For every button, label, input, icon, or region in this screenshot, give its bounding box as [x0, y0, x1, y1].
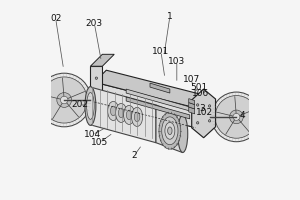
Polygon shape: [189, 103, 195, 109]
Ellipse shape: [230, 110, 243, 124]
Polygon shape: [150, 83, 170, 93]
Ellipse shape: [215, 96, 258, 138]
Ellipse shape: [60, 96, 68, 104]
Text: 104: 104: [84, 130, 101, 139]
Ellipse shape: [118, 108, 124, 118]
Text: 203: 203: [86, 19, 103, 28]
Ellipse shape: [95, 99, 98, 101]
Text: 02: 02: [50, 14, 61, 23]
Ellipse shape: [108, 101, 119, 120]
Text: 1: 1: [167, 12, 173, 21]
Ellipse shape: [162, 117, 178, 145]
Text: 103: 103: [168, 57, 185, 66]
Ellipse shape: [124, 105, 135, 124]
Ellipse shape: [131, 107, 143, 126]
Polygon shape: [90, 54, 114, 66]
Ellipse shape: [87, 93, 94, 119]
Polygon shape: [94, 82, 196, 128]
Ellipse shape: [110, 106, 116, 116]
Text: 106: 106: [192, 89, 209, 98]
Ellipse shape: [134, 112, 140, 122]
Text: 202: 202: [71, 100, 88, 109]
Polygon shape: [90, 66, 102, 108]
Ellipse shape: [41, 77, 87, 123]
Ellipse shape: [168, 127, 172, 135]
Text: 101: 101: [152, 47, 170, 56]
Polygon shape: [189, 99, 195, 105]
Ellipse shape: [165, 122, 175, 139]
Ellipse shape: [178, 115, 188, 152]
Polygon shape: [189, 107, 195, 114]
Ellipse shape: [196, 104, 199, 106]
Ellipse shape: [196, 122, 199, 124]
Ellipse shape: [126, 110, 132, 120]
Ellipse shape: [116, 103, 127, 122]
Text: 4: 4: [239, 111, 245, 120]
Text: 107: 107: [183, 75, 200, 84]
Ellipse shape: [208, 120, 211, 122]
Ellipse shape: [85, 87, 96, 125]
Polygon shape: [126, 89, 190, 111]
Text: 3: 3: [200, 104, 206, 113]
Polygon shape: [156, 105, 183, 153]
Ellipse shape: [233, 113, 240, 120]
Polygon shape: [94, 70, 208, 108]
Polygon shape: [192, 89, 215, 138]
Text: 102: 102: [196, 108, 213, 117]
Ellipse shape: [208, 105, 211, 107]
Ellipse shape: [38, 73, 91, 127]
Text: 501: 501: [190, 83, 207, 92]
Ellipse shape: [57, 93, 72, 107]
Ellipse shape: [95, 77, 98, 79]
Text: 105: 105: [91, 138, 108, 147]
Ellipse shape: [212, 92, 261, 142]
Polygon shape: [90, 87, 156, 143]
Ellipse shape: [159, 112, 181, 149]
Text: 2: 2: [131, 151, 137, 160]
Polygon shape: [126, 97, 190, 119]
